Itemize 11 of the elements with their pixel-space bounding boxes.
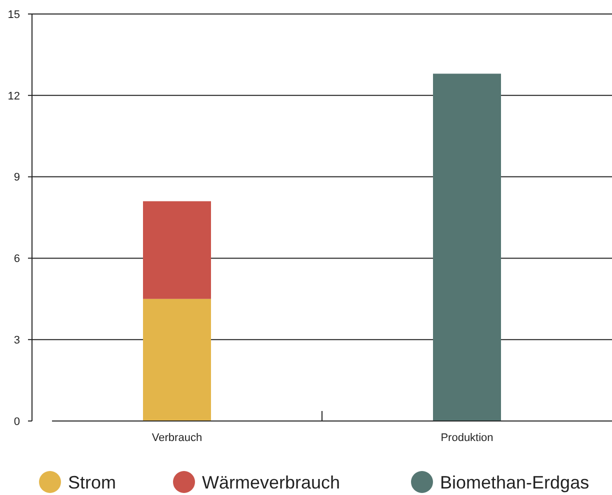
y-tick-label: 9: [14, 172, 20, 184]
legend-label: Biomethan-Erdgas: [440, 472, 590, 492]
y-tick-label: 15: [8, 8, 20, 21]
x-tick-label: Verbrauch: [152, 432, 202, 444]
y-tick-label: 0: [14, 416, 20, 428]
y-tick-label: 3: [14, 334, 20, 346]
legend-label: Wärmeverbrauch: [202, 472, 340, 492]
y-tick-label: 6: [14, 253, 20, 266]
y-tick-label: 12: [8, 90, 20, 102]
legend-label: Strom: [68, 472, 116, 492]
x-tick-label: Produktion: [440, 432, 494, 444]
